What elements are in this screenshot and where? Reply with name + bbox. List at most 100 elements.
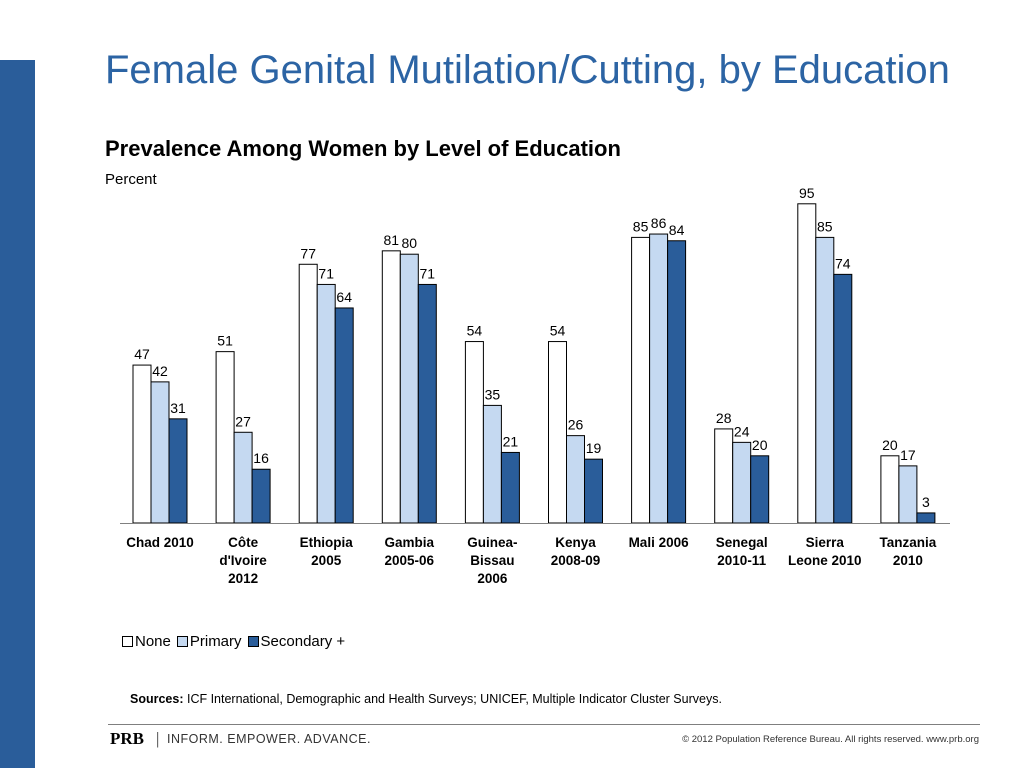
chart-subtitle: Prevalence Among Women by Level of Educa… bbox=[105, 136, 621, 161]
bar-primary bbox=[150, 381, 170, 524]
data-label-secondary: 31 bbox=[170, 400, 186, 416]
data-label-primary: 42 bbox=[152, 363, 168, 379]
page-title: Female Genital Mutilation/Cutting, by Ed… bbox=[105, 48, 950, 92]
data-label-none: 81 bbox=[384, 232, 400, 248]
bar-none bbox=[464, 341, 484, 524]
category-label: Chad 2010 bbox=[126, 535, 194, 550]
data-label-none: 85 bbox=[633, 218, 649, 234]
legend-swatch-secondary bbox=[247, 636, 259, 647]
data-label-secondary: 19 bbox=[586, 440, 602, 456]
category-label: 2008-09 bbox=[551, 553, 601, 568]
bar-primary bbox=[233, 431, 253, 524]
data-label-none: 20 bbox=[882, 437, 898, 453]
data-label-none: 47 bbox=[134, 346, 150, 362]
data-label-secondary: 20 bbox=[752, 437, 768, 453]
data-label-none: 95 bbox=[799, 185, 815, 201]
bar-none bbox=[880, 455, 900, 524]
category-label: Bissau bbox=[470, 553, 514, 568]
bar-primary bbox=[566, 435, 585, 524]
data-label-none: 77 bbox=[300, 245, 316, 261]
bar-secondary bbox=[667, 240, 687, 524]
data-label-primary: 80 bbox=[402, 235, 418, 251]
bar-secondary bbox=[168, 418, 188, 524]
bar-secondary bbox=[584, 458, 603, 524]
side-accent-bar bbox=[0, 60, 35, 768]
data-label-primary: 27 bbox=[235, 413, 251, 429]
data-label-none: 51 bbox=[217, 333, 233, 349]
bar-none bbox=[132, 364, 152, 524]
data-label-primary: 24 bbox=[734, 423, 750, 439]
bar-primary bbox=[732, 441, 752, 524]
category-label: Mali 2006 bbox=[629, 535, 690, 550]
data-label-primary: 35 bbox=[485, 386, 501, 402]
data-label-none: 54 bbox=[550, 323, 566, 339]
category-label: 2010 bbox=[893, 553, 923, 568]
bar-none bbox=[631, 236, 651, 524]
data-label-secondary: 84 bbox=[669, 222, 685, 238]
prb-logo: PRB bbox=[110, 729, 144, 748]
data-label-primary: 71 bbox=[318, 265, 334, 281]
sources-note: Sources: ICF International, Demographic … bbox=[130, 692, 722, 706]
category-label: Gambia bbox=[385, 535, 435, 550]
category-label: Guinea- bbox=[467, 535, 517, 550]
category-label: 2005 bbox=[311, 553, 342, 568]
bar-primary bbox=[815, 236, 835, 524]
bar-secondary bbox=[500, 451, 520, 524]
data-label-secondary: 74 bbox=[835, 255, 851, 271]
legend-label-secondary: Secondary + bbox=[260, 633, 346, 650]
legend-item-secondary: Secondary + bbox=[247, 633, 346, 650]
legend-item-none: None bbox=[122, 633, 171, 650]
category-label: Sierra bbox=[806, 535, 845, 550]
bar-secondary bbox=[334, 307, 354, 524]
bar-primary bbox=[399, 253, 419, 524]
bar-none bbox=[298, 263, 318, 524]
bar-secondary bbox=[916, 512, 936, 524]
bar-secondary bbox=[833, 273, 853, 524]
data-label-secondary: 16 bbox=[253, 450, 269, 466]
bar-none bbox=[797, 203, 817, 524]
category-label: 2005-06 bbox=[385, 553, 435, 568]
data-label-primary: 17 bbox=[900, 447, 916, 463]
sources-text: ICF International, Demographic and Healt… bbox=[183, 692, 722, 706]
data-label-primary: 26 bbox=[568, 417, 584, 433]
legend-item-primary: Primary bbox=[176, 633, 242, 650]
category-label: Ethiopia bbox=[300, 535, 354, 550]
category-label: 2006 bbox=[477, 571, 508, 586]
logo-divider: | bbox=[156, 729, 160, 748]
copyright-notice: © 2012 Population Reference Bureau. All … bbox=[682, 734, 979, 745]
tagline: INFORM. EMPOWER. ADVANCE. bbox=[167, 732, 371, 746]
category-label: d'Ivoire bbox=[219, 553, 267, 568]
bar-secondary bbox=[750, 455, 770, 524]
legend-swatch-none bbox=[122, 636, 133, 647]
data-label-secondary: 3 bbox=[922, 494, 930, 510]
bar-secondary bbox=[417, 283, 437, 524]
unit-label: Percent bbox=[105, 171, 157, 188]
data-label-primary: 85 bbox=[817, 218, 833, 234]
legend-label-primary: Primary bbox=[189, 633, 242, 650]
sources-label: Sources: bbox=[130, 692, 184, 706]
footer-divider bbox=[108, 724, 980, 725]
bar-primary bbox=[482, 404, 502, 524]
data-label-secondary: 71 bbox=[420, 265, 436, 281]
data-label-secondary: 64 bbox=[336, 289, 352, 305]
category-label: 2012 bbox=[228, 571, 258, 586]
category-label: Côte bbox=[228, 535, 258, 550]
bar-primary bbox=[898, 465, 918, 524]
category-label: Senegal bbox=[716, 535, 768, 550]
bar-none bbox=[714, 428, 734, 524]
bar-primary bbox=[316, 283, 336, 524]
bar-primary bbox=[649, 233, 669, 524]
data-label-secondary: 21 bbox=[503, 433, 519, 449]
legend-swatch-primary bbox=[176, 636, 188, 647]
legend-label-none: None bbox=[135, 633, 171, 650]
bar-none bbox=[548, 341, 567, 524]
data-label-primary: 86 bbox=[651, 215, 667, 231]
category-label: Kenya bbox=[555, 535, 596, 550]
bar-none bbox=[215, 351, 235, 524]
chart-legend: None Primary Secondary + bbox=[122, 633, 351, 650]
bar-none bbox=[381, 250, 401, 524]
category-label: 2010-11 bbox=[717, 553, 766, 568]
bar-secondary bbox=[251, 468, 271, 524]
data-label-none: 28 bbox=[716, 410, 732, 426]
